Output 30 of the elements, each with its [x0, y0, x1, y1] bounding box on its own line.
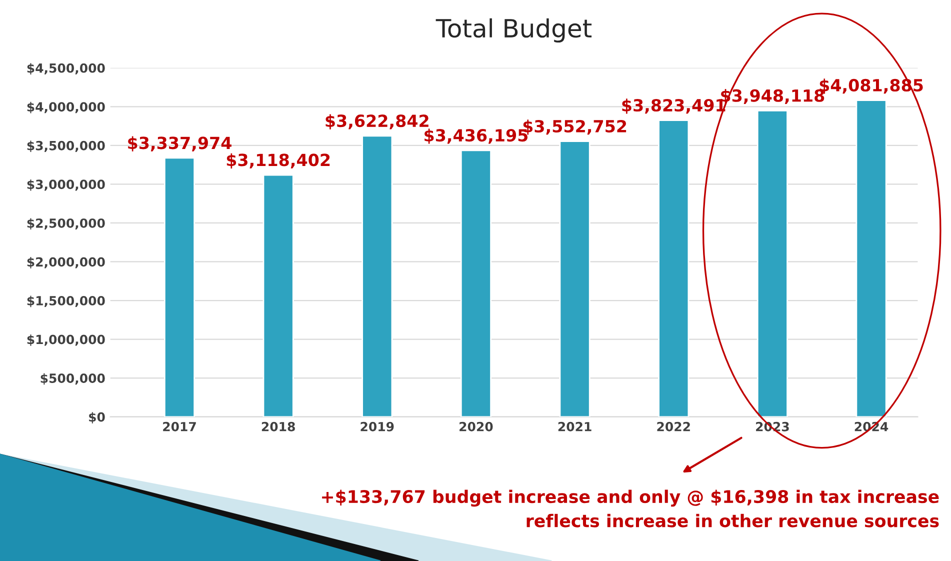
data-label: $3,337,974: [128, 136, 232, 152]
x-tick-label: 2017: [163, 422, 196, 432]
y-tick-label: $0: [89, 412, 105, 424]
x-tick-label: 2018: [262, 422, 295, 432]
y-tick-label: $4,000,000: [27, 102, 105, 114]
bar: [559, 140, 590, 417]
y-tick-label: $3,500,000: [27, 140, 105, 152]
y-tick-label: $1,000,000: [27, 334, 105, 346]
bar: [362, 135, 393, 417]
y-tick-label: $3,000,000: [27, 179, 105, 191]
bar: [460, 150, 492, 417]
data-label: $3,118,402: [226, 153, 330, 168]
y-tick-label: $4,500,000: [27, 63, 105, 74]
text: +$133,767 budget increase and only @ $16,398 in tax increase: [322, 490, 939, 507]
bar: [164, 157, 196, 417]
bar: [658, 120, 690, 417]
bar: [756, 110, 788, 417]
x-tick-label: 2021: [558, 422, 592, 432]
x-tick-label: 2022: [657, 422, 690, 432]
data-label: $3,622,842: [326, 114, 428, 130]
x-tick-label: 2019: [360, 422, 394, 432]
y-tick-label: $2,500,000: [27, 218, 105, 230]
bar: [856, 100, 887, 417]
bar: [262, 174, 294, 417]
y-tick-label: $500,000: [40, 373, 105, 385]
y-tick-label: $2,000,000: [27, 256, 105, 268]
chart-title: Total Budget: [436, 18, 592, 43]
y-tick-label: $1,500,000: [27, 296, 105, 308]
text: reflects increase in other revenue sources: [526, 514, 939, 528]
x-tick-label: 2020: [460, 422, 493, 432]
